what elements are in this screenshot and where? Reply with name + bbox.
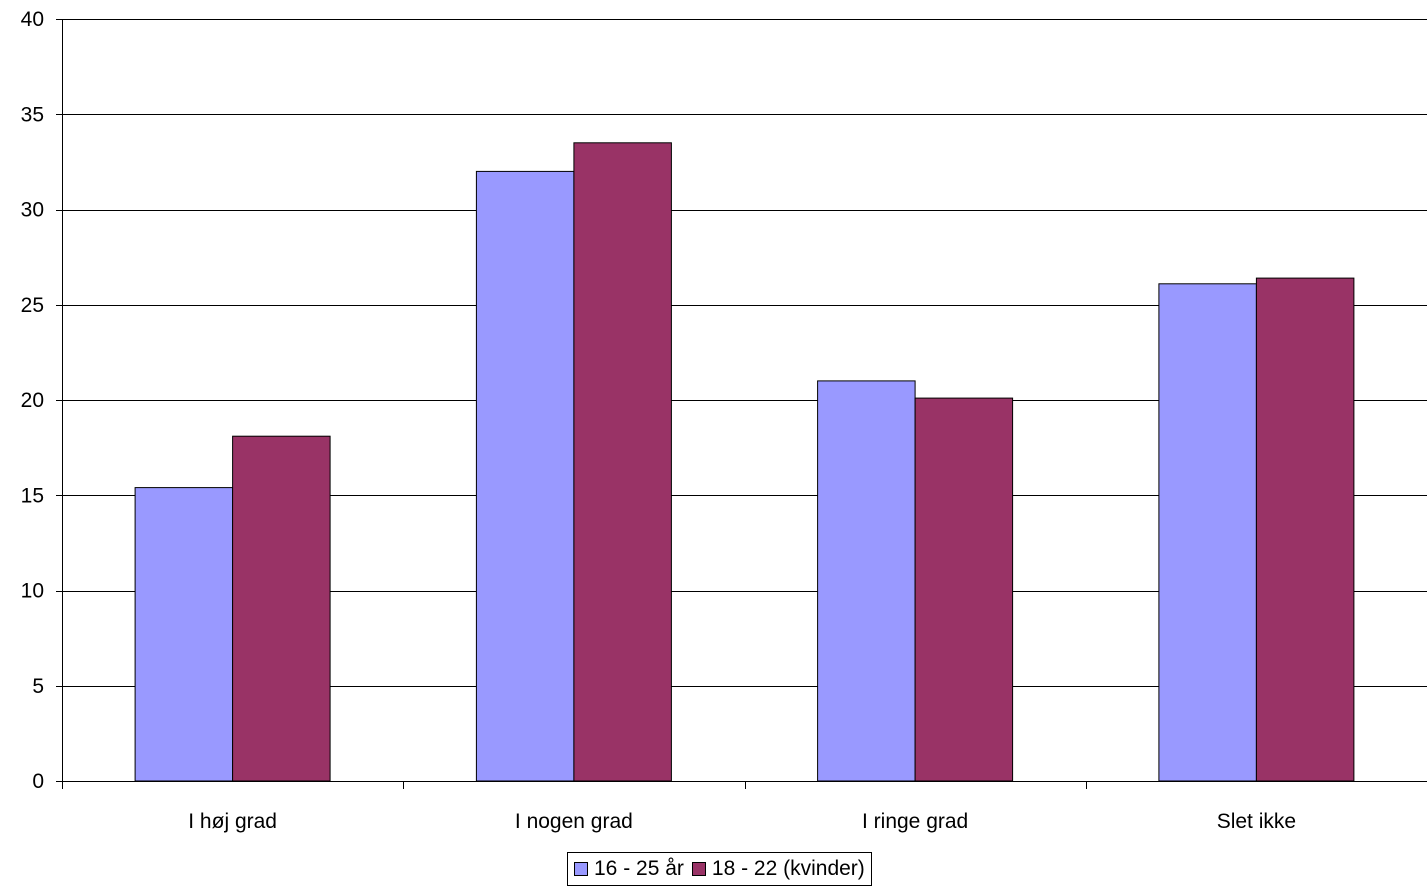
bar-series-1-2 [817,380,916,782]
bar-series-1-0 [134,487,234,782]
bar-series-2-2 [914,397,1014,782]
bar-series-2-1 [573,142,672,782]
legend-label-series-1: 16 - 25 år [594,857,684,880]
x-tick-label: Slet ikke [1217,810,1296,833]
y-tick-label: 15 [21,484,44,507]
y-tick-label: 30 [21,199,44,222]
legend-item-series-1: 16 - 25 år [574,857,684,881]
y-tick-label: 25 [21,294,44,317]
legend-swatch-series-2 [691,862,706,876]
axes [56,19,1427,789]
y-tick-label: 35 [21,103,44,126]
legend-label-series-2: 18 - 22 (kvinder) [711,857,865,880]
bar-series-1-3 [1158,283,1257,782]
bar-series-1-1 [475,170,575,782]
x-tick-label: I høj grad [188,810,277,833]
y-tick-label: 20 [21,389,44,412]
y-tick-label: 0 [32,770,44,793]
x-tick-labels: I høj grad I nogen grad I ringe grad Slet i… [188,810,1296,833]
y-tick-label: 40 [21,8,44,31]
y-tick-labels: 0 5 10 15 20 25 30 35 40 [21,8,44,793]
legend: 16 - 25 år 18 - 22 (kvinder) [567,852,872,886]
bar-series-2-3 [1255,277,1355,782]
x-tick-label: I ringe grad [862,810,968,833]
bar-series-2-0 [232,435,331,782]
legend-swatch-series-1 [574,862,588,876]
y-tick-label: 5 [32,675,44,698]
x-tick-label: I nogen grad [515,810,633,833]
legend-item-series-2: 18 - 22 (kvinder) [691,857,865,881]
y-tick-label: 10 [21,580,44,603]
bars [134,142,1355,782]
